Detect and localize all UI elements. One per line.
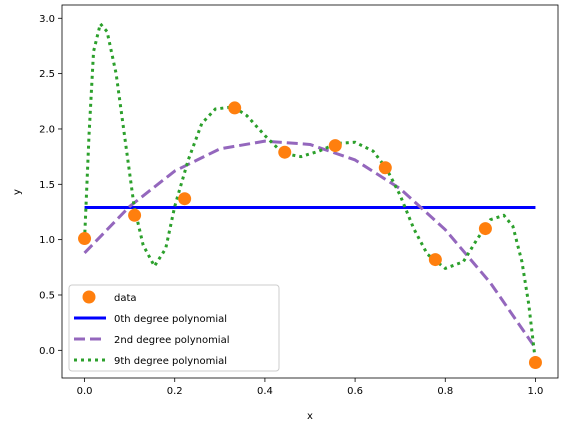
legend-label: 0th degree polynomial	[114, 314, 227, 325]
x-tick-label: 0.4	[257, 386, 273, 397]
y-tick-label: 3.0	[39, 14, 55, 25]
data-point	[478, 222, 492, 236]
data-point	[378, 161, 392, 175]
legend-label: 9th degree polynomial	[114, 356, 227, 367]
x-tick-label: 0.0	[77, 386, 93, 397]
data-point	[428, 253, 442, 267]
y-tick-label: 1.0	[39, 235, 55, 246]
y-tick-label: 1.5	[39, 180, 55, 191]
y-tick-label: 0.0	[39, 346, 55, 357]
x-tick-label: 0.6	[347, 386, 363, 397]
data-point	[278, 145, 292, 159]
y-tick-label: 2.5	[39, 69, 55, 80]
legend-label: data	[114, 293, 137, 304]
y-tick-label: 2.0	[39, 124, 55, 135]
legend-marker	[82, 290, 96, 304]
data-point	[528, 356, 542, 370]
legend: data 0th degree polynomial 2nd degree poly…	[68, 284, 280, 372]
x-axis-label: x	[307, 411, 313, 422]
series-line-3	[83, 22, 537, 362]
data-point	[328, 139, 342, 153]
x-tick-label: 0.8	[437, 386, 453, 397]
plot-frame	[61, 4, 559, 379]
legend-label: 2nd degree polynomial	[114, 335, 230, 346]
y-tick-label: 0.5	[39, 290, 55, 301]
data-point	[178, 192, 192, 206]
legend-box	[68, 284, 280, 372]
data-point	[228, 101, 242, 115]
y-axis-label: y	[12, 189, 23, 195]
data-point	[78, 232, 92, 246]
x-tick-label: 0.2	[167, 386, 183, 397]
x-tick-label: 1.0	[528, 386, 544, 397]
series-line-2	[83, 139, 537, 349]
data-point	[128, 208, 142, 222]
